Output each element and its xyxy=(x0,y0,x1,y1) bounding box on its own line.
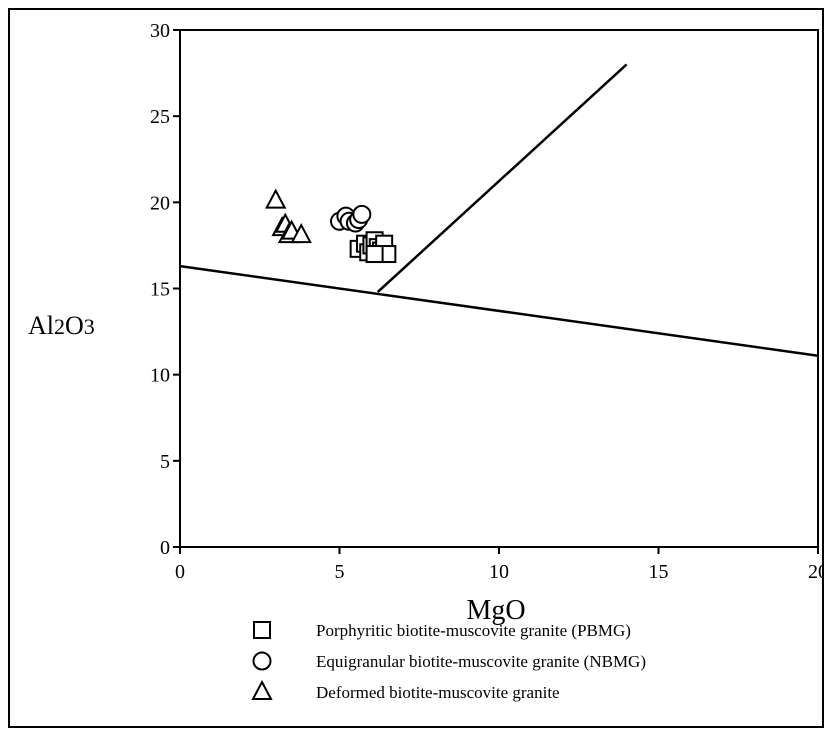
x-tick-label: 0 xyxy=(175,561,185,583)
y-tick-label: 20 xyxy=(150,192,170,214)
x-tick-label: 20 xyxy=(808,561,822,583)
discriminant-line xyxy=(376,63,628,293)
square-data-point xyxy=(365,245,384,264)
triangle-data-point xyxy=(265,188,287,209)
legend-square-marker xyxy=(253,621,271,639)
triangle-data-point xyxy=(290,222,312,244)
x-tick-label: 10 xyxy=(489,561,509,583)
chart-frame: 0 5 10 15 20 25 30 0 5 10 15 20 MgO Al2O3 Porphyritic … xyxy=(8,8,824,728)
legend-label: Deformed biotite-muscovite granite xyxy=(316,683,560,702)
circle-data-point xyxy=(352,204,372,224)
y-tick-label: 5 xyxy=(160,451,170,473)
legend-triangle-marker xyxy=(251,679,273,700)
x-axis-label: MgO xyxy=(466,595,525,626)
legend-label: Equigranular biotite-muscovite granite (… xyxy=(316,652,646,671)
y-tick-label: 0 xyxy=(160,537,170,559)
x-tick-label: 15 xyxy=(649,561,669,583)
y-tick-label: 15 xyxy=(150,279,170,301)
legend-circle-marker xyxy=(252,651,272,671)
plot-area-border xyxy=(179,29,819,548)
discriminant-line xyxy=(179,264,819,357)
y-tick-label: 25 xyxy=(150,106,170,128)
y-tick-label: 30 xyxy=(150,20,170,42)
y-tick-label: 10 xyxy=(150,365,170,387)
legend-label: Porphyritic biotite-muscovite granite (P… xyxy=(316,621,631,640)
scatter-plot: 0 5 10 15 20 25 30 0 5 10 15 20 MgO Al2O3 Porphyritic … xyxy=(28,20,822,702)
x-tick-label: 5 xyxy=(335,561,345,583)
y-axis-label: Al2O3 xyxy=(28,311,95,340)
